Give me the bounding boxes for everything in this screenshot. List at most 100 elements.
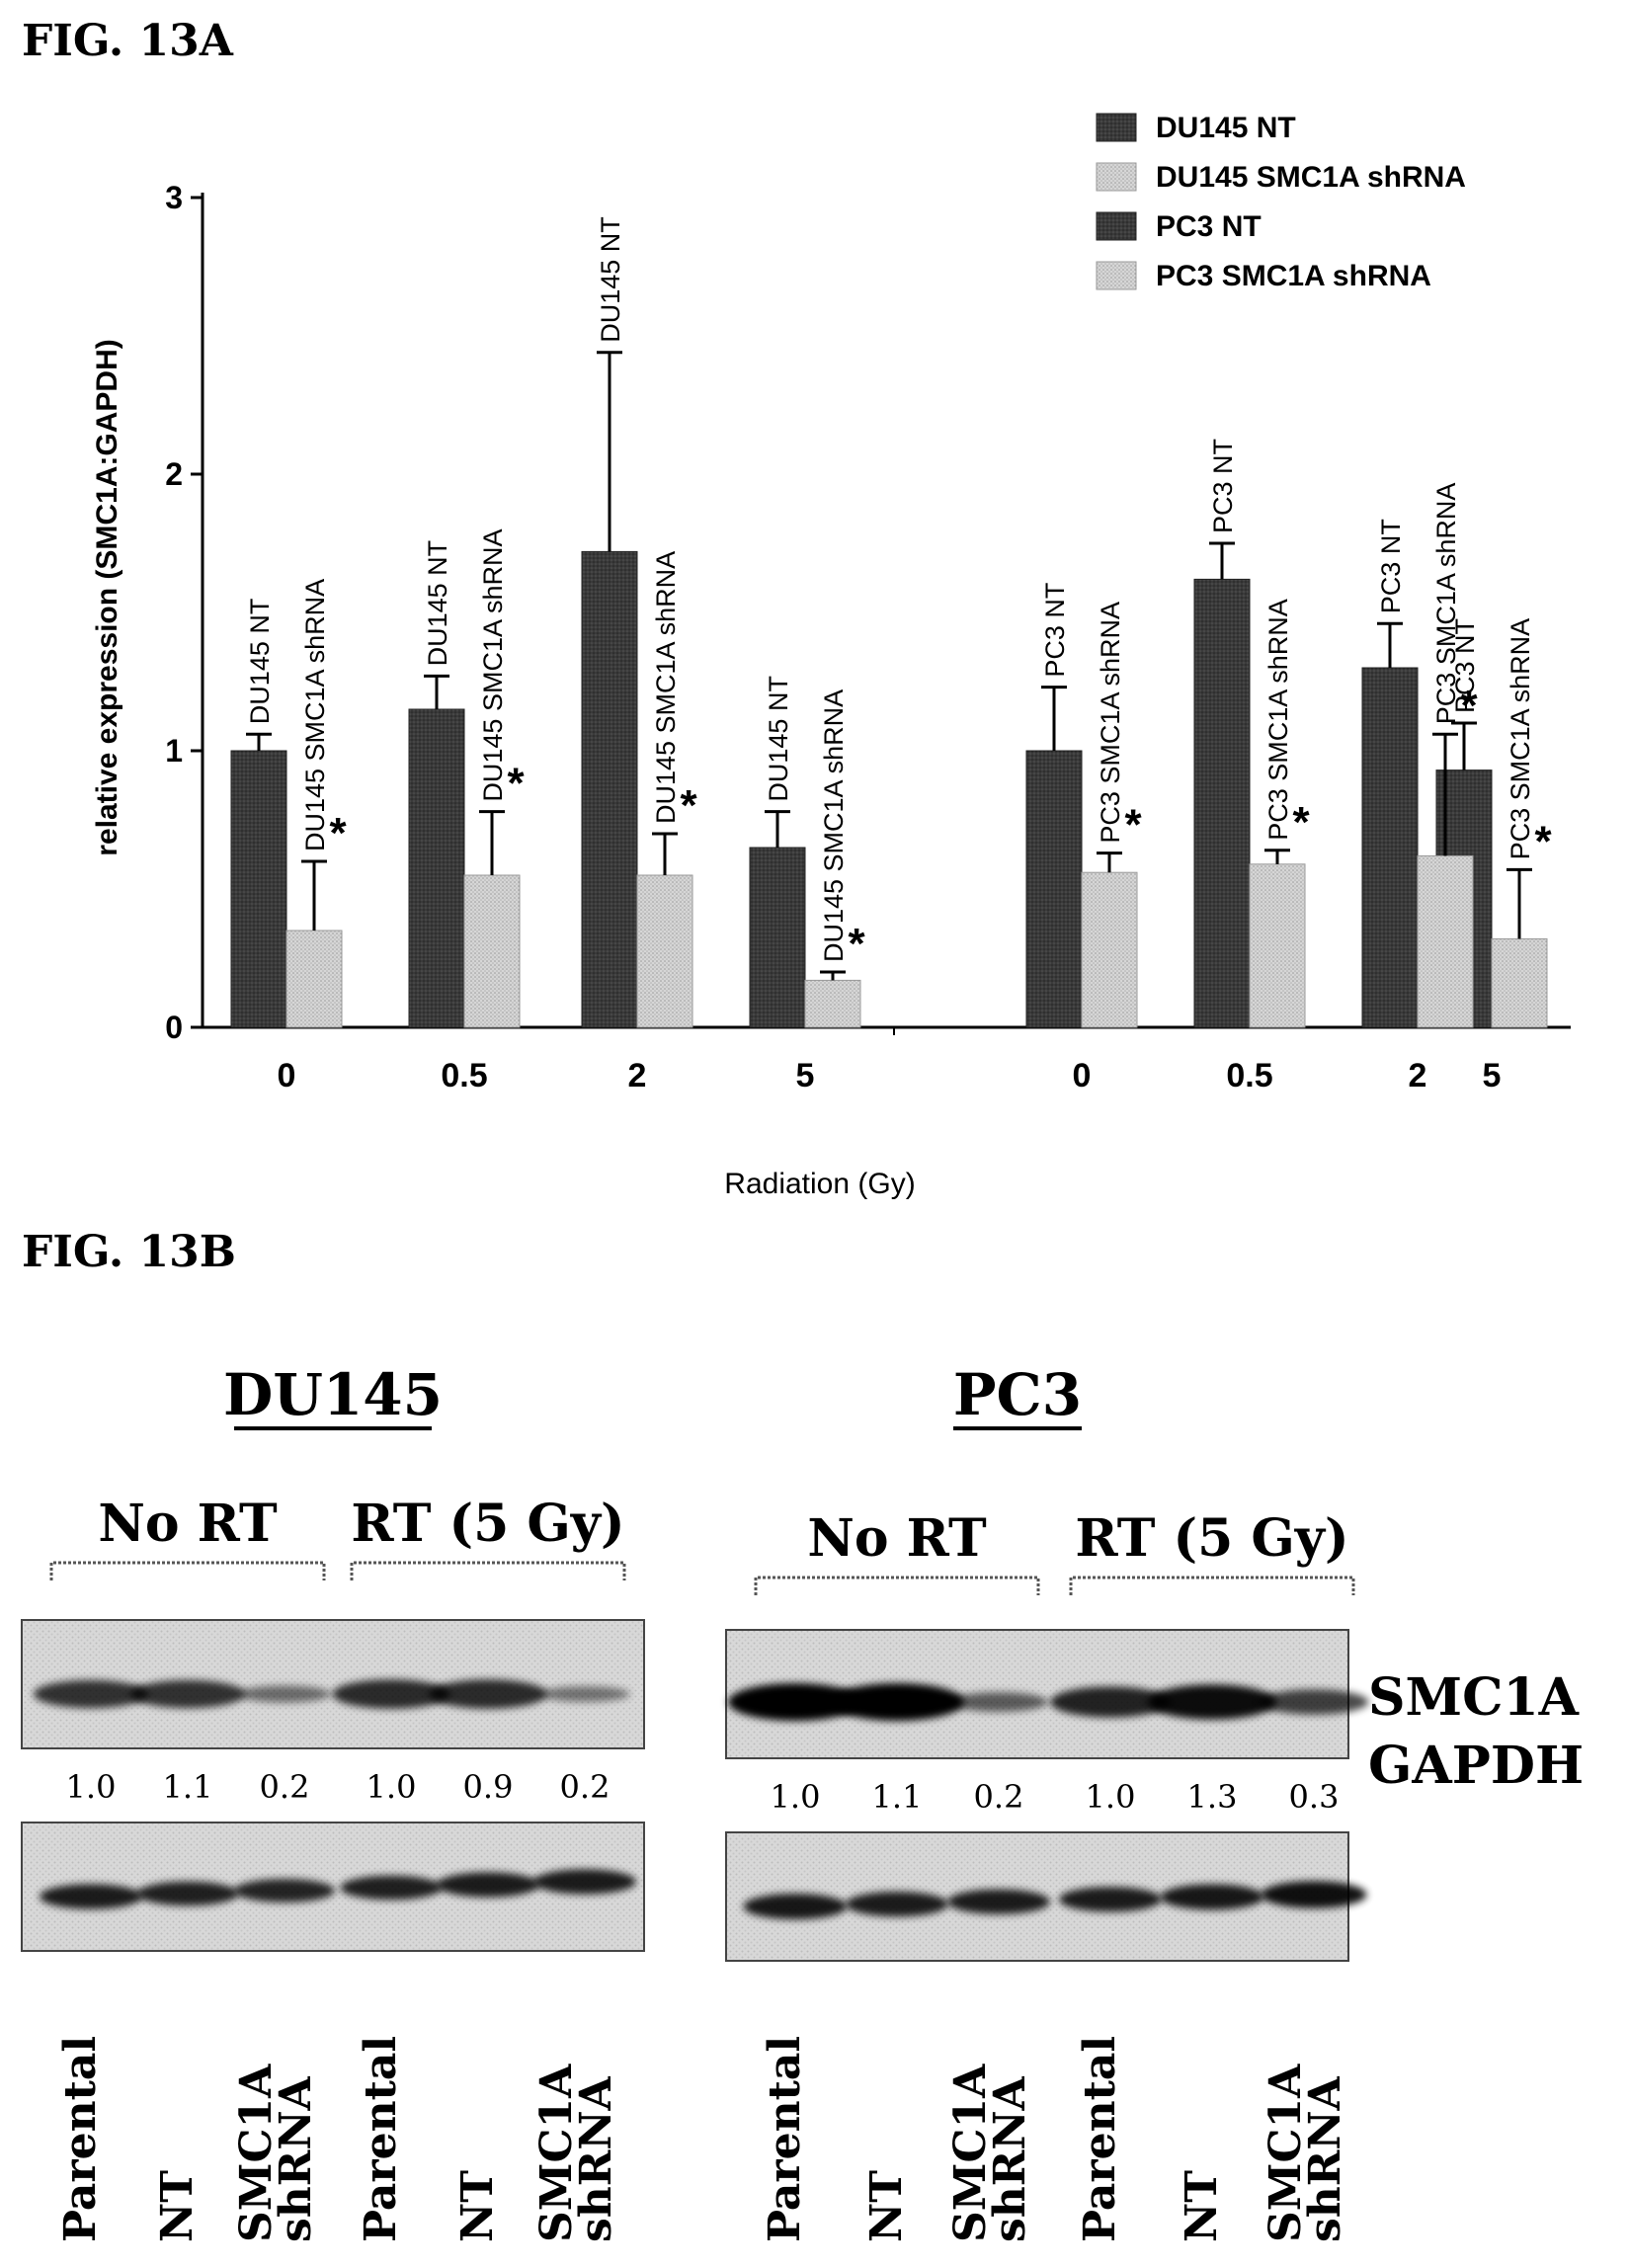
smc1a-band — [332, 1679, 450, 1709]
condition-label: No RT — [807, 1508, 987, 1569]
bar — [1081, 871, 1138, 1028]
lane-label: SMC1A — [945, 2064, 996, 2242]
condition-bracket — [1069, 1576, 1355, 1595]
condition-label: RT (5 Gy) — [1075, 1508, 1348, 1569]
significance-star: * — [1292, 798, 1310, 847]
gapdh-band — [533, 1869, 636, 1895]
gapdh-band — [846, 1892, 948, 1917]
bar-chart: relative expression (SMC1A:GAPDH) Radiat… — [91, 112, 1571, 1200]
lane-label: Parental — [55, 2036, 106, 2242]
bar — [1417, 854, 1474, 1028]
y-tick-label: 2 — [165, 456, 183, 492]
smc1a-band — [949, 1692, 1048, 1712]
bar — [1249, 863, 1306, 1028]
lane-label: Parental — [356, 2036, 406, 2242]
bar-data-label: DU145 SMC1A shRNA — [300, 579, 330, 851]
bar-data-label: DU145 NT — [245, 599, 275, 725]
smc1a-band — [830, 1683, 964, 1721]
lane-label: SMC1A — [231, 2064, 282, 2242]
band-quantification: 0.9 — [463, 1768, 514, 1806]
blot-panel-title: PC3 — [953, 1361, 1082, 1428]
x-tick-label: 0.5 — [441, 1057, 487, 1094]
gapdh-band — [1261, 1881, 1367, 1908]
bar-data-label: PC3 SMC1A shRNA — [1506, 618, 1535, 860]
gapdh-band — [947, 1889, 1050, 1914]
band-quantification: 1.0 — [66, 1768, 117, 1806]
y-axis-label: relative expression (SMC1A:GAPDH) — [91, 339, 123, 855]
bar — [636, 874, 693, 1028]
condition-bracket — [754, 1576, 1040, 1595]
condition-bracket — [350, 1561, 626, 1580]
bar-data-label: PC3 NT — [1208, 439, 1238, 533]
bar-data-label: PC3 SMC1A shRNA — [1096, 602, 1125, 844]
gapdh-band — [136, 1881, 239, 1906]
significance-star: * — [680, 781, 697, 830]
lane-label: SMC1A — [531, 2064, 582, 2242]
gapdh-band — [40, 1884, 142, 1909]
bar — [230, 750, 287, 1028]
smc1a-band — [1147, 1684, 1277, 1720]
band-quantification: 1.0 — [366, 1768, 417, 1806]
condition-label: No RT — [98, 1494, 278, 1554]
band-quantification: 0.2 — [260, 1768, 310, 1806]
lane-label: NT — [861, 2170, 912, 2242]
bar — [285, 930, 343, 1028]
lane-label: Parental — [1075, 2036, 1125, 2242]
bar — [1361, 667, 1419, 1028]
lane-label: SMC1A — [1261, 2064, 1311, 2242]
band-quantification: 1.1 — [163, 1768, 213, 1806]
x-tick-label: 2 — [628, 1057, 647, 1094]
y-tick-label: 0 — [165, 1010, 183, 1045]
gapdh-band — [437, 1872, 539, 1898]
x-tick-label: 2 — [1409, 1057, 1427, 1094]
legend-swatch — [1096, 211, 1137, 241]
smc1a-band — [539, 1686, 630, 1702]
gapdh-band — [340, 1875, 443, 1901]
significance-star: * — [1460, 682, 1478, 730]
bar-data-label: DU145 SMC1A shRNA — [651, 551, 681, 824]
smc1a-band — [33, 1679, 149, 1709]
bar-data-label: DU145 SMC1A shRNA — [819, 689, 849, 962]
significance-star: * — [329, 809, 347, 857]
band-quantification: 1.1 — [872, 1778, 923, 1816]
smc1a-band — [238, 1685, 331, 1703]
gapdh-band — [1059, 1887, 1162, 1912]
x-tick-label: 5 — [796, 1057, 815, 1094]
bar — [408, 708, 465, 1028]
condition-label: RT (5 Gy) — [351, 1494, 624, 1554]
lane-label: NT — [152, 2170, 203, 2242]
band-label-smc1a: SMC1A — [1368, 1667, 1580, 1728]
smc1a-band — [1050, 1686, 1171, 1718]
bar-data-label: DU145 NT — [423, 540, 452, 667]
lane-label: shRNA — [1300, 2075, 1350, 2242]
band-quantification: 0.2 — [974, 1778, 1024, 1816]
significance-star: * — [507, 760, 525, 808]
bar — [1491, 937, 1548, 1028]
axes: 0 1 2 3 0 0.5 2 5 0 0.5 2 5 — [165, 180, 1571, 1094]
legend: DU145 NT DU145 SMC1A shRNA PC3 NT PC3 SMC1A… — [1096, 112, 1466, 292]
x-tick-label: 5 — [1483, 1057, 1502, 1094]
band-quantification: 1.0 — [1086, 1778, 1136, 1816]
bar-data-label: DU145 SMC1A shRNA — [478, 528, 508, 801]
significance-star: * — [848, 920, 865, 968]
significance-star: * — [1534, 817, 1552, 865]
bar — [463, 874, 521, 1028]
bar — [1025, 750, 1083, 1028]
bar-data-label: PC3 NT — [1376, 519, 1406, 613]
band-quantification: 0.3 — [1289, 1778, 1340, 1816]
lane-label: Parental — [760, 2036, 810, 2242]
condition-bracket — [49, 1561, 326, 1580]
lane-label: NT — [452, 2170, 503, 2242]
band-quantification: 0.2 — [560, 1768, 610, 1806]
gapdh-band — [234, 1879, 335, 1903]
y-tick-label: 1 — [165, 733, 183, 769]
bar-data-label: PC3 SMC1A shRNA — [1263, 599, 1293, 841]
bar-data-label: DU145 NT — [764, 676, 793, 802]
bar-data-label: DU145 NT — [596, 216, 625, 343]
legend-swatch — [1096, 261, 1137, 290]
legend-entry: PC3 SMC1A shRNA — [1156, 260, 1431, 292]
smc1a-band — [1259, 1689, 1369, 1715]
fig-13b-label: FIG. 13B — [22, 1227, 236, 1277]
gapdh-band — [743, 1894, 848, 1919]
